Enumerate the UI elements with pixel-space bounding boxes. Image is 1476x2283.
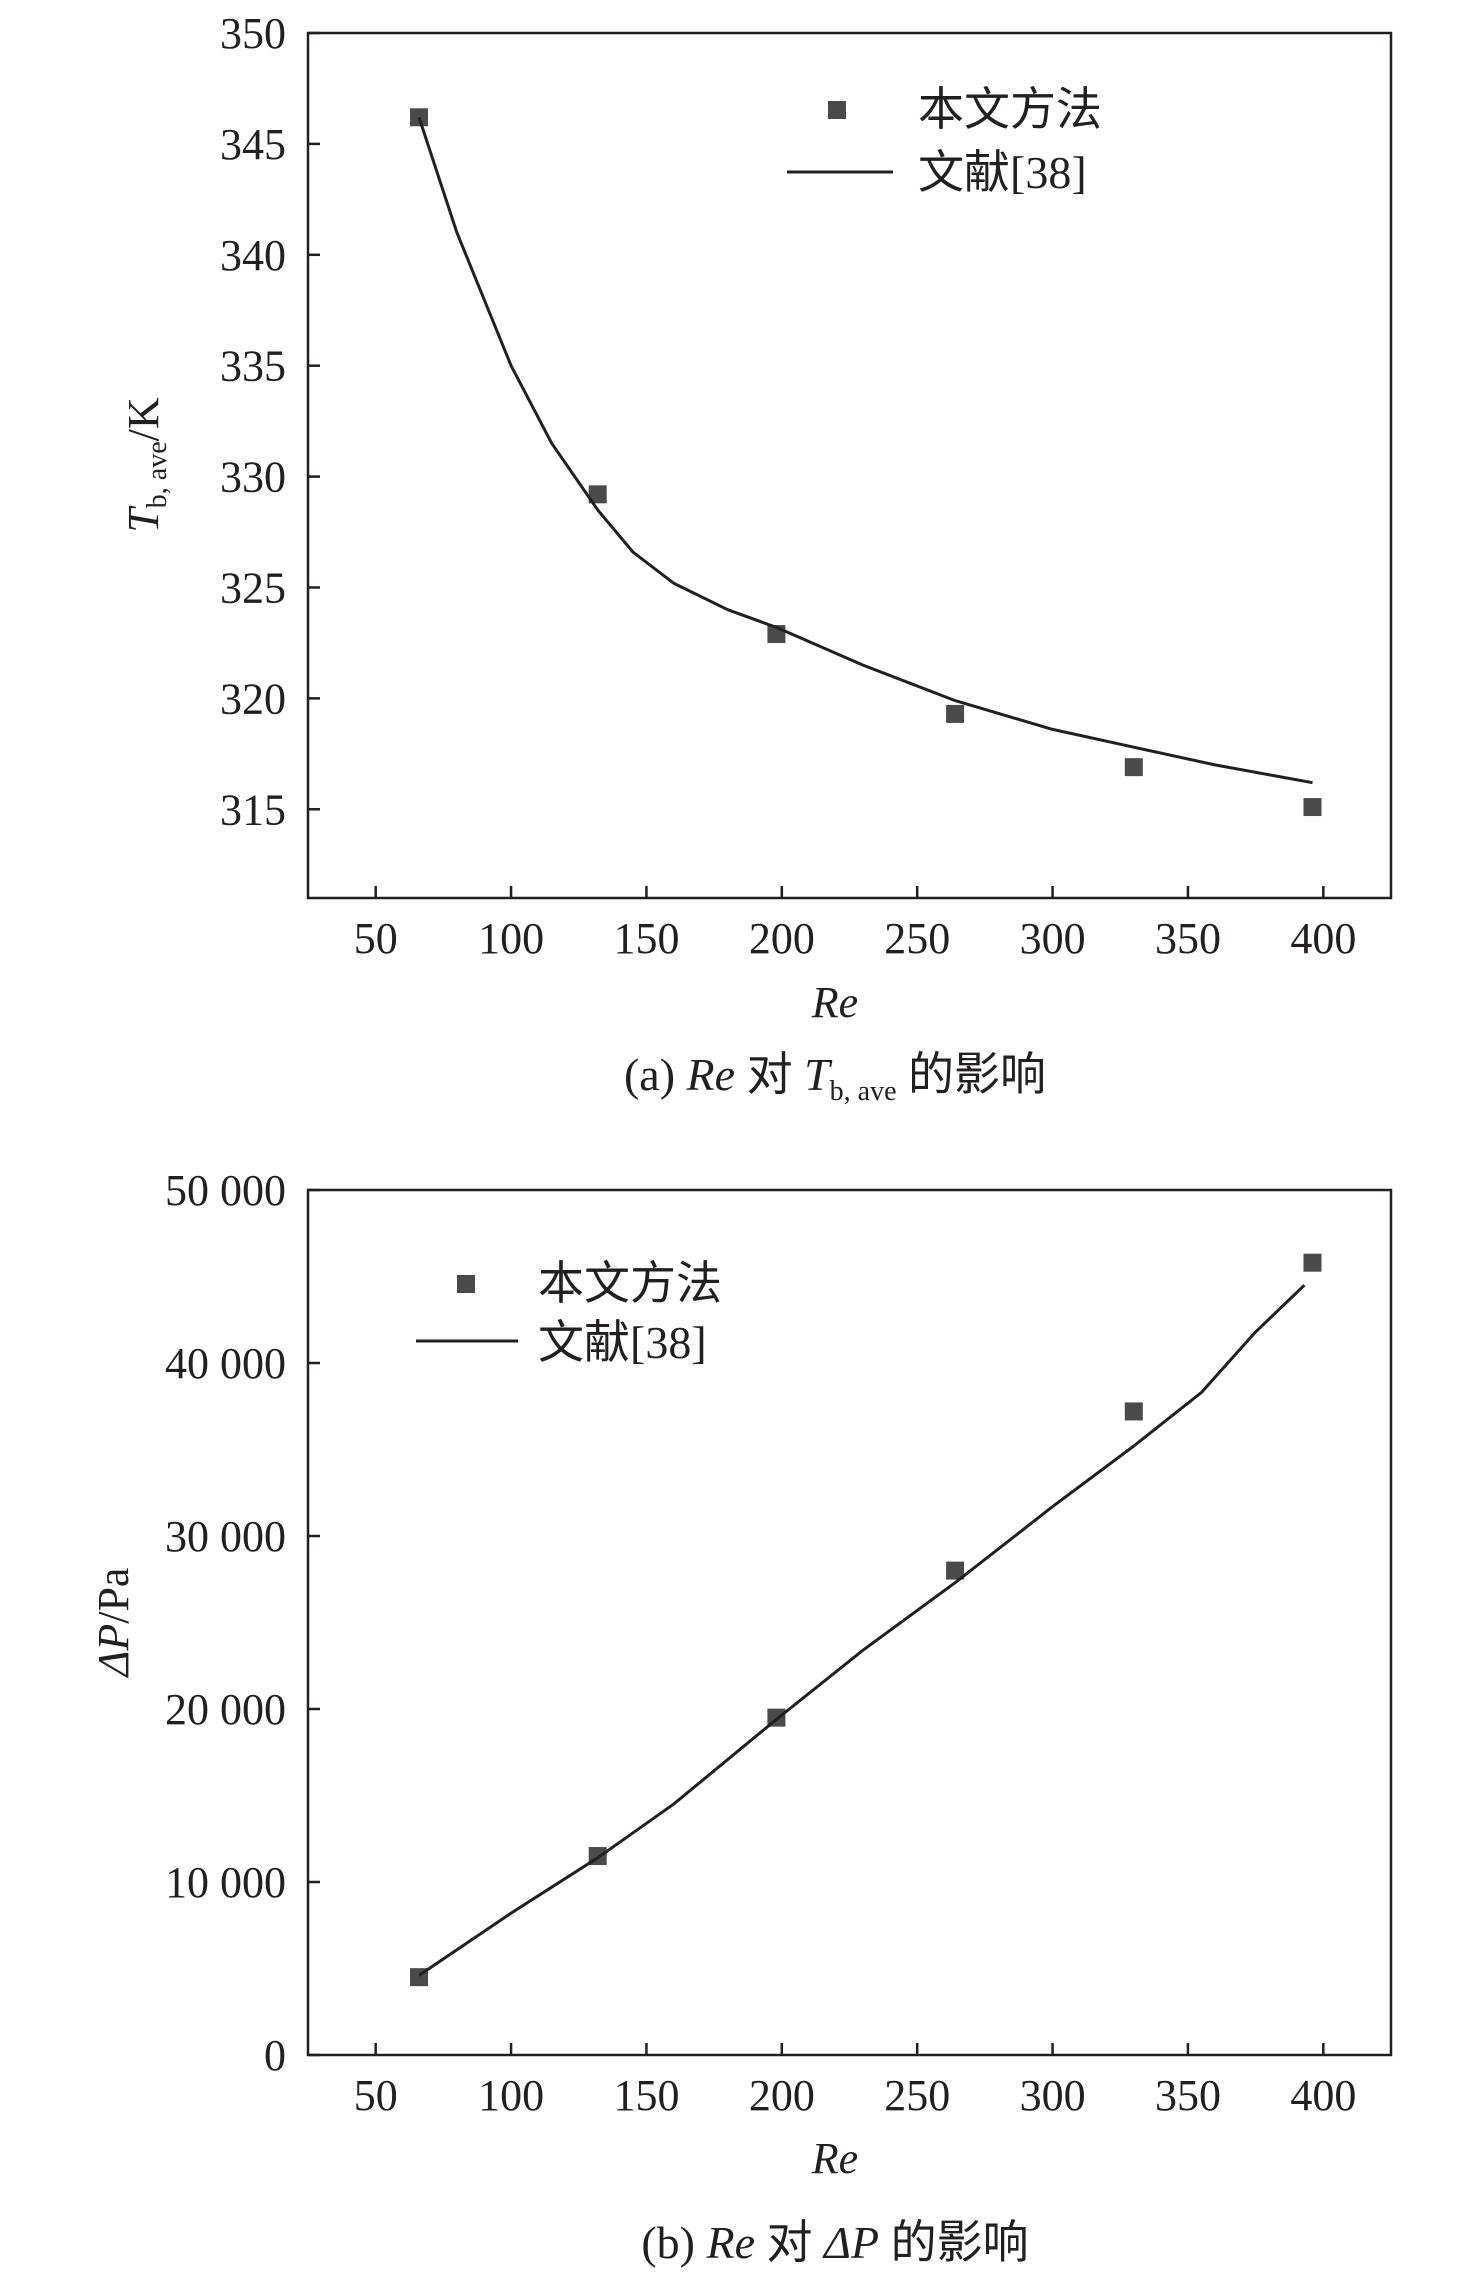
series-line-reference [417,116,1313,785]
x-axis-label: Re [811,2134,858,2183]
legend-label-reference: 文献[38] [918,147,1087,198]
y-tick-label: 0 [264,2031,286,2080]
x-tick-label: 150 [613,914,679,963]
plot-frame [306,1188,1393,2057]
figure-caption: (b) Re 对 ΔP 的影响 [641,2217,1028,2268]
x-axis-label: Re [811,978,858,1027]
caption-prefix: (a) [624,1049,687,1100]
y-axis-label-main: ΔP [89,1624,138,1679]
x-tick-label: 350 [1155,914,1221,963]
chart-b: 50 100 150 200 250 300 350 400 0 10 000 20 000 30 0… [89,1166,1393,2268]
caption-mid: 对 [755,2217,824,2268]
data-point-marker [410,108,429,127]
caption-target-sub: b, ave [830,1076,897,1107]
data-point-marker [1124,1402,1143,1421]
y-tick-label: 335 [220,342,286,391]
caption-variable: Re [706,2217,756,2268]
legend-label-method: 本文方法 [918,84,1102,135]
legend-marker-icon [828,101,846,119]
x-tick-label: 200 [749,914,815,963]
series-line-reference [418,1284,1306,1977]
figure-caption: (a) Re 对 Tb, ave 的影响 [624,1049,1046,1107]
data-point-marker [1303,1253,1322,1272]
y-tick-label: 320 [220,674,286,723]
x-tick-label: 250 [884,914,950,963]
chart-a: 50 100 150 200 250 300 350 400 315 320 325 330 335 34… [119,9,1393,1107]
x-tick-label: 300 [1020,2071,1086,2120]
y-axis-label-sub: b, ave [142,441,173,508]
caption-variable: Re [686,1049,736,1100]
caption-target: T [804,1049,833,1100]
x-tick-label: 250 [884,2071,950,2120]
x-tick-label: 400 [1290,914,1356,963]
y-tick-label: 50 000 [165,1166,286,1215]
caption-target: ΔP [822,2217,879,2268]
x-tick-label: 200 [749,2071,815,2120]
x-tick-label: 350 [1155,2071,1221,2120]
legend-marker-icon [457,1275,475,1293]
y-tick-label: 345 [220,120,286,169]
x-tick-label: 50 [354,914,398,963]
x-tick-label: 400 [1290,2071,1356,2120]
y-tick-label: 350 [220,9,286,58]
x-tick-label: 100 [478,2071,544,2120]
data-point-marker [946,704,965,723]
caption-suffix: 的影响 [897,1049,1047,1100]
x-tick-label: 300 [1020,914,1086,963]
data-point-marker [1303,798,1322,817]
x-tick-label: 100 [478,914,544,963]
y-axis-label-unit: /K [119,397,168,441]
y-tick-label: 315 [220,785,286,834]
plot-frame [306,31,1393,900]
y-tick-label: 330 [220,453,286,502]
y-axis-label-unit: /Pa [89,1568,138,1624]
y-tick-label: 40 000 [165,1339,286,1388]
x-tick-label: 50 [354,2071,398,2120]
legend-label-method: 本文方法 [538,1258,722,1309]
y-tick-label: 30 000 [165,1512,286,1561]
y-tick-label: 20 000 [165,1685,286,1734]
y-axis-label: Tb, ave/K [119,397,173,533]
caption-suffix: 的影响 [879,2217,1029,2268]
y-axis-label: ΔP/Pa [89,1568,138,1679]
data-point-marker [946,1561,965,1580]
caption-prefix: (b) [641,2217,706,2268]
y-axis-label-main: T [119,505,168,533]
y-tick-label: 325 [220,563,286,612]
data-point-marker [1124,758,1143,777]
x-tick-label: 150 [613,2071,679,2120]
y-tick-label: 10 000 [165,1858,286,1907]
y-tick-label: 340 [220,231,286,280]
data-point-marker [588,485,607,504]
caption-mid: 对 [735,1049,804,1100]
legend-label-reference: 文献[38] [538,1317,707,1368]
